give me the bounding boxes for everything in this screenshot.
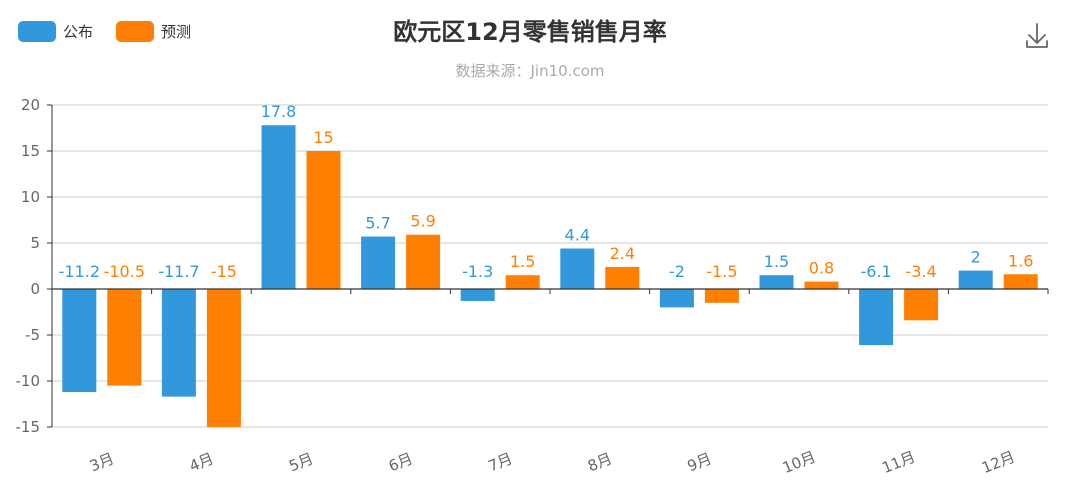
- y-tick-label: 5: [30, 234, 40, 252]
- bar-series-1[interactable]: [62, 289, 97, 393]
- data-label-series-2: -3.4: [905, 262, 936, 281]
- bar-series-1[interactable]: [261, 125, 296, 290]
- bar-series-2[interactable]: [206, 289, 241, 427]
- data-label-series-1: 2: [971, 248, 981, 267]
- download-icon[interactable]: [1022, 20, 1052, 50]
- data-label-series-1: 4.4: [565, 226, 590, 245]
- x-tick-label: 6月: [386, 449, 416, 475]
- data-label-series-1: 5.7: [365, 214, 390, 233]
- data-label-series-2: 1.6: [1008, 251, 1033, 270]
- bar-series-2[interactable]: [704, 289, 739, 303]
- bar-series-1[interactable]: [361, 236, 396, 289]
- bar-series-2[interactable]: [107, 289, 142, 386]
- data-label-series-1: 17.8: [261, 102, 297, 121]
- legend-label-series-2: 预测: [161, 23, 191, 41]
- y-tick-label: 20: [21, 96, 40, 114]
- data-label-series-1: -6.1: [860, 262, 891, 281]
- x-tick-label: 9月: [685, 449, 715, 475]
- y-tick-label: -10: [16, 372, 41, 390]
- bar-series-1[interactable]: [161, 289, 196, 397]
- data-label-series-2: -15: [211, 262, 237, 281]
- y-tick-label: -15: [16, 418, 41, 436]
- x-tick-label: 10月: [780, 448, 818, 477]
- bar-series-1[interactable]: [759, 275, 794, 289]
- bar-series-2[interactable]: [306, 151, 341, 289]
- bar-series-2[interactable]: [904, 289, 939, 321]
- data-label-series-1: -1.3: [462, 262, 493, 281]
- legend: 公布 预测: [18, 21, 191, 42]
- bar-series-2[interactable]: [406, 234, 441, 289]
- x-tick-label: 5月: [286, 449, 316, 475]
- bar-series-2[interactable]: [605, 266, 640, 289]
- data-label-series-2: -10.5: [104, 262, 145, 281]
- data-label-series-2: 5.9: [410, 212, 435, 231]
- data-labels: -11.2 -11.7 17.8 5.7 -1.3 4.4 -2 1.5 -6.1 2 -10.5 -…: [59, 102, 1034, 281]
- bar-series-1[interactable]: [560, 248, 595, 289]
- bar-series-2[interactable]: [804, 281, 839, 289]
- y-tick-label: 0: [30, 280, 40, 298]
- bars: [62, 125, 1038, 427]
- data-label-series-1: -11.2: [59, 262, 100, 281]
- x-tick-label: 3月: [87, 449, 117, 475]
- bar-series-1[interactable]: [460, 289, 495, 301]
- legend-swatch-series-1: [18, 21, 56, 42]
- bar-series-1[interactable]: [659, 289, 694, 308]
- bar-series-1[interactable]: [958, 270, 993, 289]
- x-tick-label: 11月: [880, 448, 918, 477]
- legend-item-series-1[interactable]: 公布: [18, 21, 93, 42]
- x-tick-label: 12月: [979, 448, 1017, 477]
- data-label-series-1: 1.5: [764, 252, 789, 271]
- chart-title: 欧元区12月零售销售月率: [393, 18, 666, 46]
- x-tick-label: 7月: [486, 449, 516, 475]
- chart-subtitle: 数据来源：Jin10.com: [456, 62, 605, 80]
- x-tick-label: 8月: [585, 449, 615, 475]
- data-label-series-1: -11.7: [158, 262, 199, 281]
- legend-label-series-1: 公布: [63, 23, 93, 41]
- data-label-series-1: -2: [669, 262, 685, 281]
- data-label-series-2: -1.5: [706, 262, 737, 281]
- y-tick-label: 10: [21, 188, 40, 206]
- bar-series-2[interactable]: [1003, 274, 1038, 289]
- x-tick-label: 4月: [187, 449, 217, 475]
- data-label-series-2: 15: [313, 128, 333, 147]
- legend-swatch-series-2: [116, 21, 154, 42]
- legend-item-series-2[interactable]: 预测: [116, 21, 191, 42]
- y-tick-label: 15: [21, 142, 40, 160]
- data-label-series-2: 2.4: [610, 244, 635, 263]
- grid: [52, 104, 1048, 428]
- data-label-series-2: 0.8: [809, 259, 834, 278]
- data-label-series-2: 1.5: [510, 252, 535, 271]
- bar-series-2[interactable]: [505, 275, 540, 289]
- y-tick-label: -5: [25, 326, 40, 344]
- bar-series-1[interactable]: [859, 289, 894, 346]
